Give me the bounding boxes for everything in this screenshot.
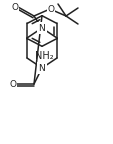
Text: NH₂: NH₂ bbox=[34, 51, 53, 61]
Text: N: N bbox=[38, 23, 45, 33]
Text: O: O bbox=[9, 79, 16, 89]
Text: O: O bbox=[47, 4, 54, 14]
Text: O: O bbox=[11, 2, 18, 12]
Text: N: N bbox=[38, 64, 45, 72]
